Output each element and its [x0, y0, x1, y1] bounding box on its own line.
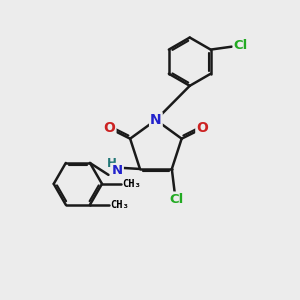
Text: Cl: Cl	[169, 193, 183, 206]
Text: N: N	[112, 164, 123, 177]
Text: H: H	[107, 157, 117, 169]
Text: O: O	[103, 122, 116, 135]
Text: CH₃: CH₃	[123, 179, 141, 189]
Text: O: O	[196, 122, 208, 135]
Text: Cl: Cl	[234, 39, 248, 52]
Text: N: N	[150, 113, 162, 127]
Text: CH₃: CH₃	[110, 200, 129, 210]
